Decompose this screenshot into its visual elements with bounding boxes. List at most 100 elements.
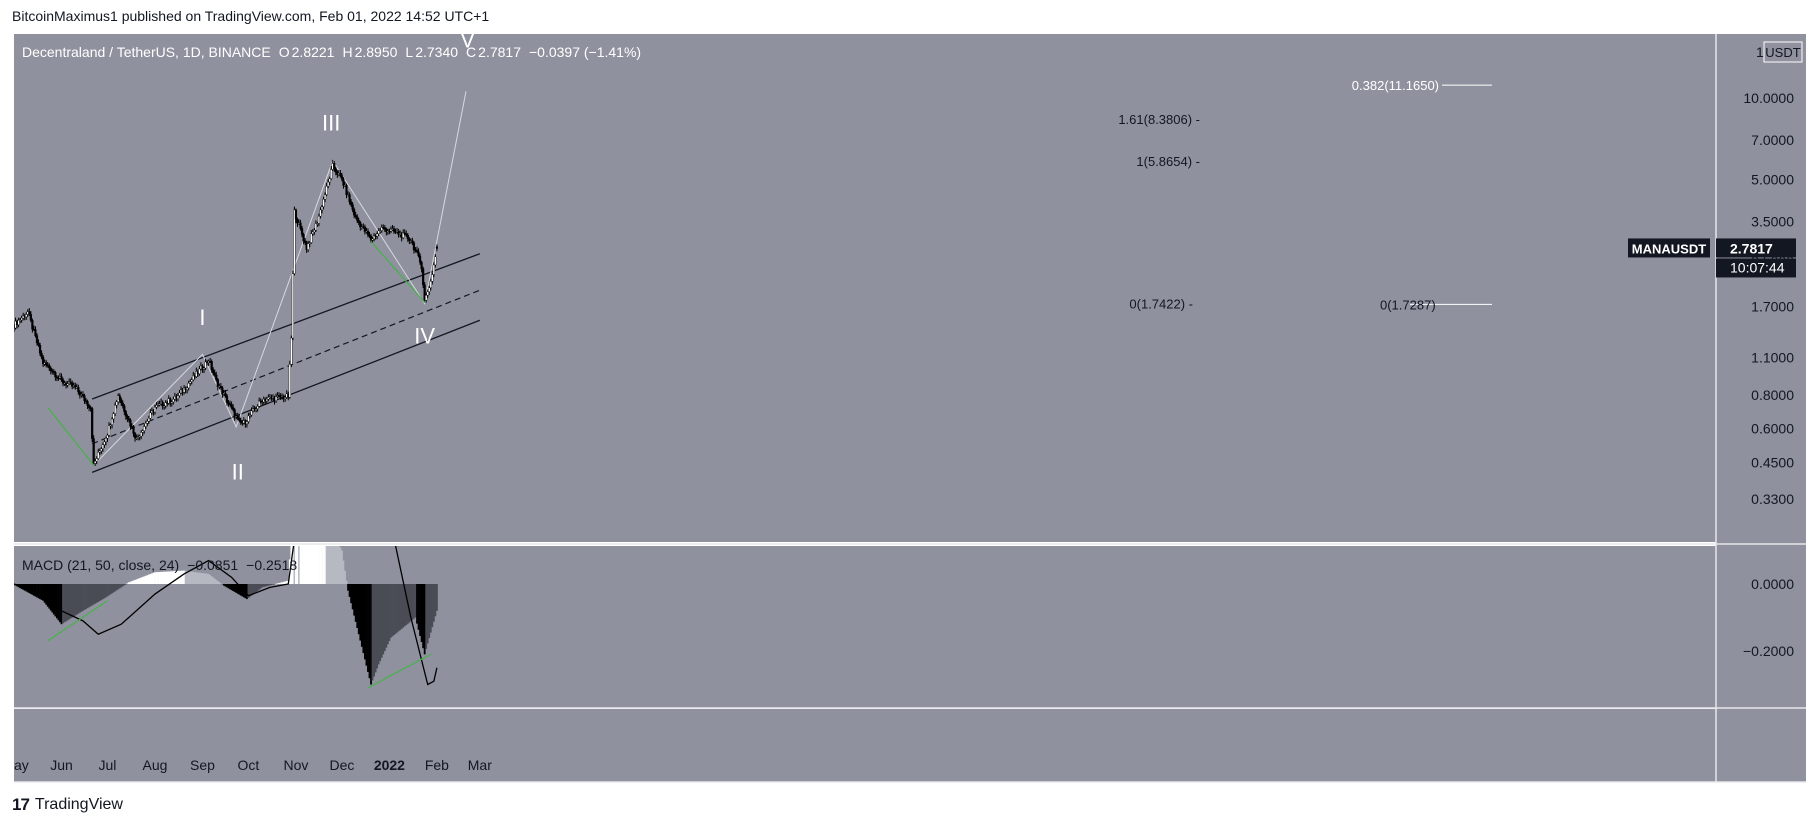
candle-up bbox=[291, 273, 294, 339]
candle-down bbox=[417, 251, 420, 257]
macd-histogram-bar bbox=[402, 584, 405, 628]
macd-histogram-bar bbox=[333, 546, 336, 584]
macd-histogram-bar bbox=[196, 572, 199, 584]
macd-histogram-bar bbox=[371, 584, 374, 681]
price-badge-price: 2.7817 bbox=[1730, 240, 1773, 256]
time-axis-label: Dec bbox=[329, 757, 354, 773]
candle-up bbox=[317, 215, 321, 224]
macd-tick-label: −0.2000 bbox=[1743, 643, 1794, 659]
macd-histogram-bar bbox=[313, 546, 316, 584]
candle-up bbox=[141, 430, 144, 433]
candle-down bbox=[340, 175, 344, 180]
macd-histogram-bar bbox=[301, 546, 303, 584]
candle-down bbox=[302, 234, 305, 242]
candle-down bbox=[357, 220, 360, 223]
macd-histogram-bar bbox=[59, 584, 61, 623]
candle-down bbox=[29, 314, 32, 321]
macd-histogram-bar bbox=[302, 546, 305, 584]
candle-up bbox=[155, 405, 158, 408]
candle-down bbox=[363, 226, 366, 232]
candle-up bbox=[434, 256, 437, 266]
candle-down bbox=[124, 411, 127, 417]
candle-up bbox=[293, 209, 296, 274]
wave-label-ii: II bbox=[232, 459, 244, 484]
candle-up bbox=[290, 337, 293, 365]
candle-down bbox=[359, 222, 362, 228]
candle-up bbox=[186, 387, 189, 390]
macd-legend-value-2: −0.2518 bbox=[246, 557, 297, 573]
candle-up bbox=[320, 206, 324, 211]
macd-histogram-bar bbox=[238, 584, 241, 595]
price-tick-label: 3.5000 bbox=[1751, 213, 1794, 229]
macd-histogram-bar bbox=[48, 584, 51, 609]
candle-down bbox=[127, 418, 131, 421]
candle-down bbox=[224, 393, 227, 397]
macd-histogram-bar bbox=[97, 584, 100, 602]
macd-histogram-bar bbox=[379, 584, 382, 662]
macd-histogram-bar bbox=[37, 584, 40, 599]
macd-histogram-bar bbox=[88, 584, 90, 608]
macd-histogram-bar bbox=[328, 546, 331, 584]
macd-histogram-bar bbox=[305, 546, 308, 584]
candle-down bbox=[408, 238, 411, 241]
macd-histogram-bar bbox=[34, 584, 37, 597]
price-badge-timer-box bbox=[1716, 258, 1796, 278]
candle-up bbox=[163, 405, 166, 408]
candle-up bbox=[95, 458, 98, 462]
macd-histogram-bar bbox=[405, 584, 408, 626]
legend-symbol: Decentraland / TetherUS, 1D, BINANCE bbox=[22, 44, 271, 60]
candle-down bbox=[304, 240, 307, 243]
macd-histogram-bar bbox=[247, 584, 250, 598]
macd-histogram-bar bbox=[31, 584, 34, 595]
macd-histogram-bar bbox=[322, 546, 325, 584]
candle-up bbox=[288, 364, 291, 398]
macd-histogram-bar bbox=[158, 572, 161, 584]
macd-histogram-bar bbox=[235, 584, 238, 593]
macd-histogram-bar bbox=[353, 584, 356, 616]
macd-histogram-bar bbox=[339, 547, 342, 584]
macd-legend-value-1: −0.0851 bbox=[187, 557, 238, 573]
candle-up bbox=[316, 223, 319, 225]
legend-l-label: L bbox=[405, 44, 413, 60]
candle-up bbox=[178, 392, 181, 396]
candle-up bbox=[176, 395, 180, 400]
macd-histogram-bar bbox=[285, 581, 288, 584]
macd-histogram-bar bbox=[207, 573, 210, 584]
macd-histogram-bar bbox=[223, 584, 225, 586]
candle-down bbox=[238, 418, 241, 421]
time-axis-label: Sep bbox=[190, 757, 215, 773]
macd-histogram-bar bbox=[241, 584, 244, 597]
macd-histogram-bar bbox=[299, 546, 302, 584]
legend-change: −0.0397 (−1.41%) bbox=[529, 44, 641, 60]
price-axis-area bbox=[1716, 34, 1806, 782]
candle-down bbox=[228, 403, 232, 405]
time-axis-label: Oct bbox=[238, 757, 260, 773]
candle-down bbox=[74, 385, 77, 388]
macd-histogram-bar bbox=[83, 584, 86, 610]
candle-down bbox=[212, 369, 215, 374]
macd-histogram-bar bbox=[103, 584, 106, 599]
macd-histogram-bar bbox=[54, 584, 57, 617]
candle-down bbox=[219, 386, 222, 388]
macd-histogram-bar bbox=[108, 584, 110, 596]
candle-up bbox=[274, 396, 278, 402]
price-badge-countdown: 10:07:44 bbox=[1730, 259, 1785, 275]
macd-histogram-bar bbox=[147, 574, 150, 584]
macd-histogram-bar bbox=[226, 584, 228, 588]
macd-histogram-bar bbox=[258, 584, 261, 590]
price-tick-label: 0.6000 bbox=[1751, 421, 1794, 437]
candle-down bbox=[132, 426, 135, 434]
divergence-line bbox=[367, 653, 432, 689]
price-tick-label: 7.0000 bbox=[1751, 132, 1794, 148]
macd-histogram-bar bbox=[262, 584, 265, 587]
candle-up bbox=[112, 413, 115, 420]
candle-up bbox=[140, 432, 143, 437]
time-axis-label: ay bbox=[14, 757, 29, 773]
legend-c-label: C bbox=[466, 44, 476, 60]
candle-down bbox=[34, 329, 37, 336]
candle-up bbox=[307, 243, 310, 250]
macd-histogram-bar bbox=[393, 584, 395, 636]
macd-histogram-bar bbox=[198, 572, 201, 584]
tradingview-footer[interactable]: 17 TradingView bbox=[12, 795, 123, 815]
macd-histogram-bar bbox=[377, 584, 380, 665]
